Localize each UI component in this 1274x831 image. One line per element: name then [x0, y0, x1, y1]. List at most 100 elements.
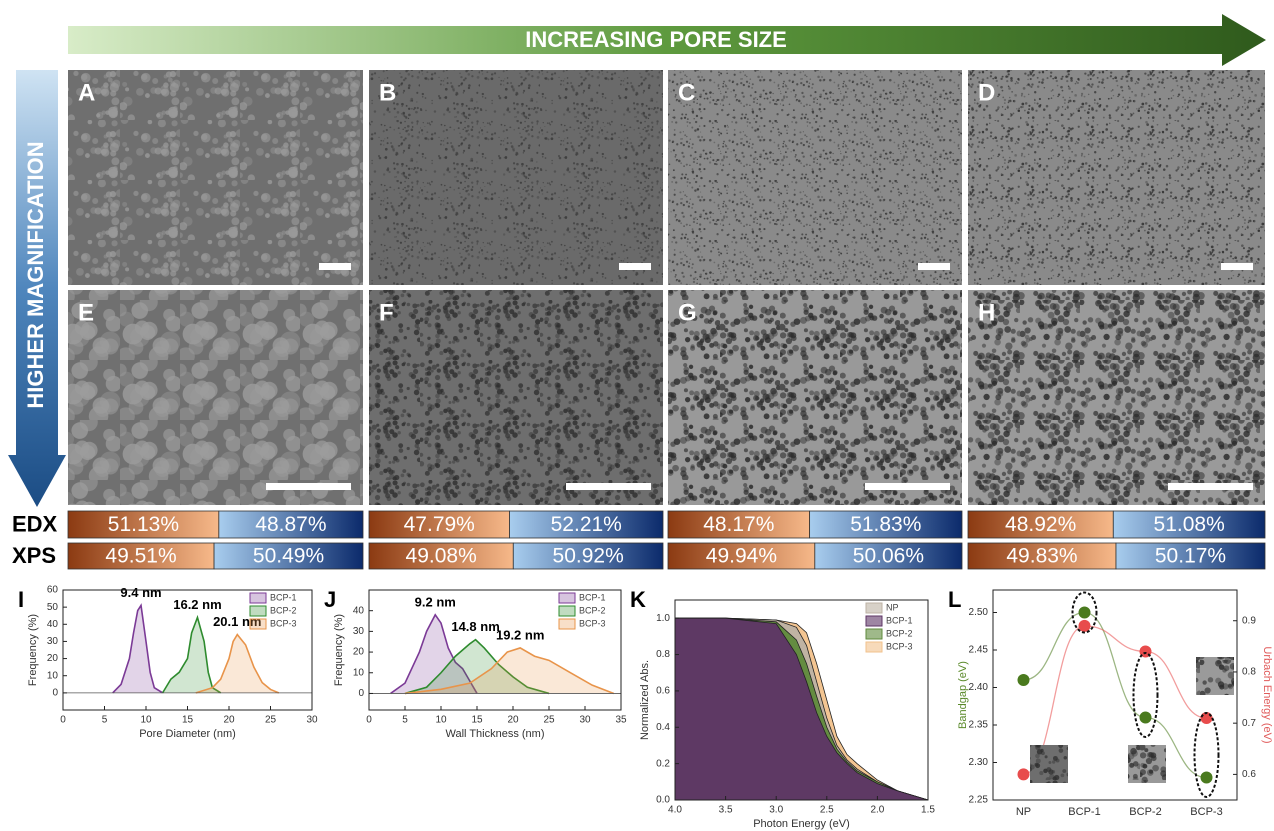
scale-bar: [266, 483, 351, 490]
x-tick-label: 2.5: [820, 805, 834, 816]
series-area: [113, 605, 163, 692]
legend-label: BCP-2: [579, 605, 606, 615]
y-tick-label: 2.45: [969, 645, 989, 656]
x-tick-label: 0: [366, 715, 372, 726]
legend-label: NP: [886, 602, 899, 612]
composition-label: 48.17%: [703, 513, 774, 536]
y-tick-label: 20: [47, 653, 59, 664]
composition-label: 50.17%: [1155, 545, 1226, 568]
peak-annotation: 19.2 nm: [496, 627, 544, 642]
inset-image: [1128, 745, 1166, 783]
legend-label: BCP-2: [886, 628, 913, 638]
point: [1079, 607, 1091, 619]
highlight: [1134, 653, 1158, 737]
panel-letter: C: [678, 79, 695, 106]
scale-bar: [619, 263, 651, 270]
legend-label: BCP-1: [270, 592, 297, 602]
composition-label: 52.21%: [551, 513, 622, 536]
composition-label: 49.94%: [706, 545, 777, 568]
sem-image: [668, 70, 962, 285]
y-tick-label: 20: [353, 647, 365, 658]
x-tick-label: 30: [306, 715, 318, 726]
x-tick-label: 5: [102, 715, 108, 726]
legend-swatch: [250, 593, 266, 603]
y-axis-label: Bandgap (eV): [957, 661, 969, 729]
legend-swatch: [866, 629, 882, 639]
panel-letter: J: [324, 587, 336, 612]
x-tick-label: 3.5: [719, 805, 733, 816]
sem-image: [968, 70, 1265, 285]
y-tick-label: 40: [47, 619, 59, 630]
y-tick-label: 10: [47, 670, 59, 681]
sem-image: [968, 290, 1265, 505]
x-axis-label: Wall Thickness (nm): [445, 728, 544, 740]
panel-letter: A: [78, 79, 95, 106]
charts: I9.4 nm16.2 nm20.1 nmBCP-1BCP-2BCP-30102…: [18, 585, 1273, 830]
legend-label: BCP-2: [270, 605, 297, 615]
inset-image: [1196, 657, 1234, 695]
y2-tick-label: 0.9: [1242, 615, 1256, 626]
y-tick-label: 40: [353, 605, 365, 616]
composition-label: 48.87%: [255, 513, 326, 536]
y-tick-label: 10: [353, 667, 365, 678]
x-tick-label: BCP-2: [1129, 806, 1161, 818]
y2-tick-label: 0.6: [1242, 769, 1256, 780]
figure: INCREASING PORE SIZE HIGHER MAGNIFICATIO…: [0, 0, 1274, 831]
legend-swatch: [559, 619, 575, 629]
legend-label: BCP-3: [270, 618, 297, 628]
y2-tick-label: 0.7: [1242, 718, 1256, 729]
series-area: [163, 617, 221, 692]
composition-label: 49.08%: [406, 545, 477, 568]
panel-letter: K: [630, 587, 646, 612]
legend-label: BCP-1: [886, 615, 913, 625]
y-arrow-label: HIGHER MAGNIFICATION: [23, 141, 48, 408]
x-tick-label: 20: [223, 715, 235, 726]
legend-label: BCP-3: [886, 641, 913, 651]
y-tick-label: 0.8: [656, 649, 670, 660]
sem-image: [369, 290, 663, 505]
legend-label: BCP-1: [579, 592, 606, 602]
x-tick-label: 15: [471, 715, 483, 726]
row-label: XPS: [12, 543, 56, 568]
peak-annotation: 9.4 nm: [120, 585, 161, 600]
legend-swatch: [250, 619, 266, 629]
composition-label: 51.08%: [1154, 513, 1225, 536]
point: [1140, 712, 1152, 724]
highlight: [1195, 713, 1219, 797]
sem-image: [668, 290, 962, 505]
scale-bar: [1221, 263, 1253, 270]
sem-image: [68, 290, 363, 505]
legend-swatch: [866, 642, 882, 652]
x-tick-label: 10: [140, 715, 152, 726]
x-tick-label: 15: [182, 715, 194, 726]
composition-label: 51.13%: [108, 513, 179, 536]
y-tick-label: 30: [353, 626, 365, 637]
panel-letter: D: [978, 79, 995, 106]
legend-label: BCP-3: [579, 618, 606, 628]
peak-annotation: 14.8 nm: [451, 619, 499, 634]
legend-swatch: [866, 616, 882, 626]
y-tick-label: 0.2: [656, 758, 670, 769]
x-arrow-label: INCREASING PORE SIZE: [525, 27, 787, 52]
x-tick-label: 25: [543, 715, 555, 726]
panel-letter: I: [18, 587, 24, 612]
peak-annotation: 9.2 nm: [415, 594, 456, 609]
composition-label: 50.92%: [553, 545, 624, 568]
scale-bar: [319, 263, 351, 270]
panel-letter: B: [379, 79, 396, 106]
composition-label: 50.49%: [253, 545, 324, 568]
x-tick-label: 35: [615, 715, 627, 726]
scale-bar: [918, 263, 950, 270]
y-axis-label: Normalized Abs.: [639, 660, 651, 740]
panel-letter: H: [978, 299, 995, 326]
legend-swatch: [559, 606, 575, 616]
y-tick-label: 2.25: [969, 795, 989, 806]
point: [1018, 768, 1030, 780]
inset-image: [1030, 745, 1068, 783]
y-tick-label: 1.0: [656, 613, 670, 624]
scale-bar: [1168, 483, 1253, 490]
composition-label: 47.79%: [404, 513, 475, 536]
y-tick-label: 50: [47, 602, 59, 613]
